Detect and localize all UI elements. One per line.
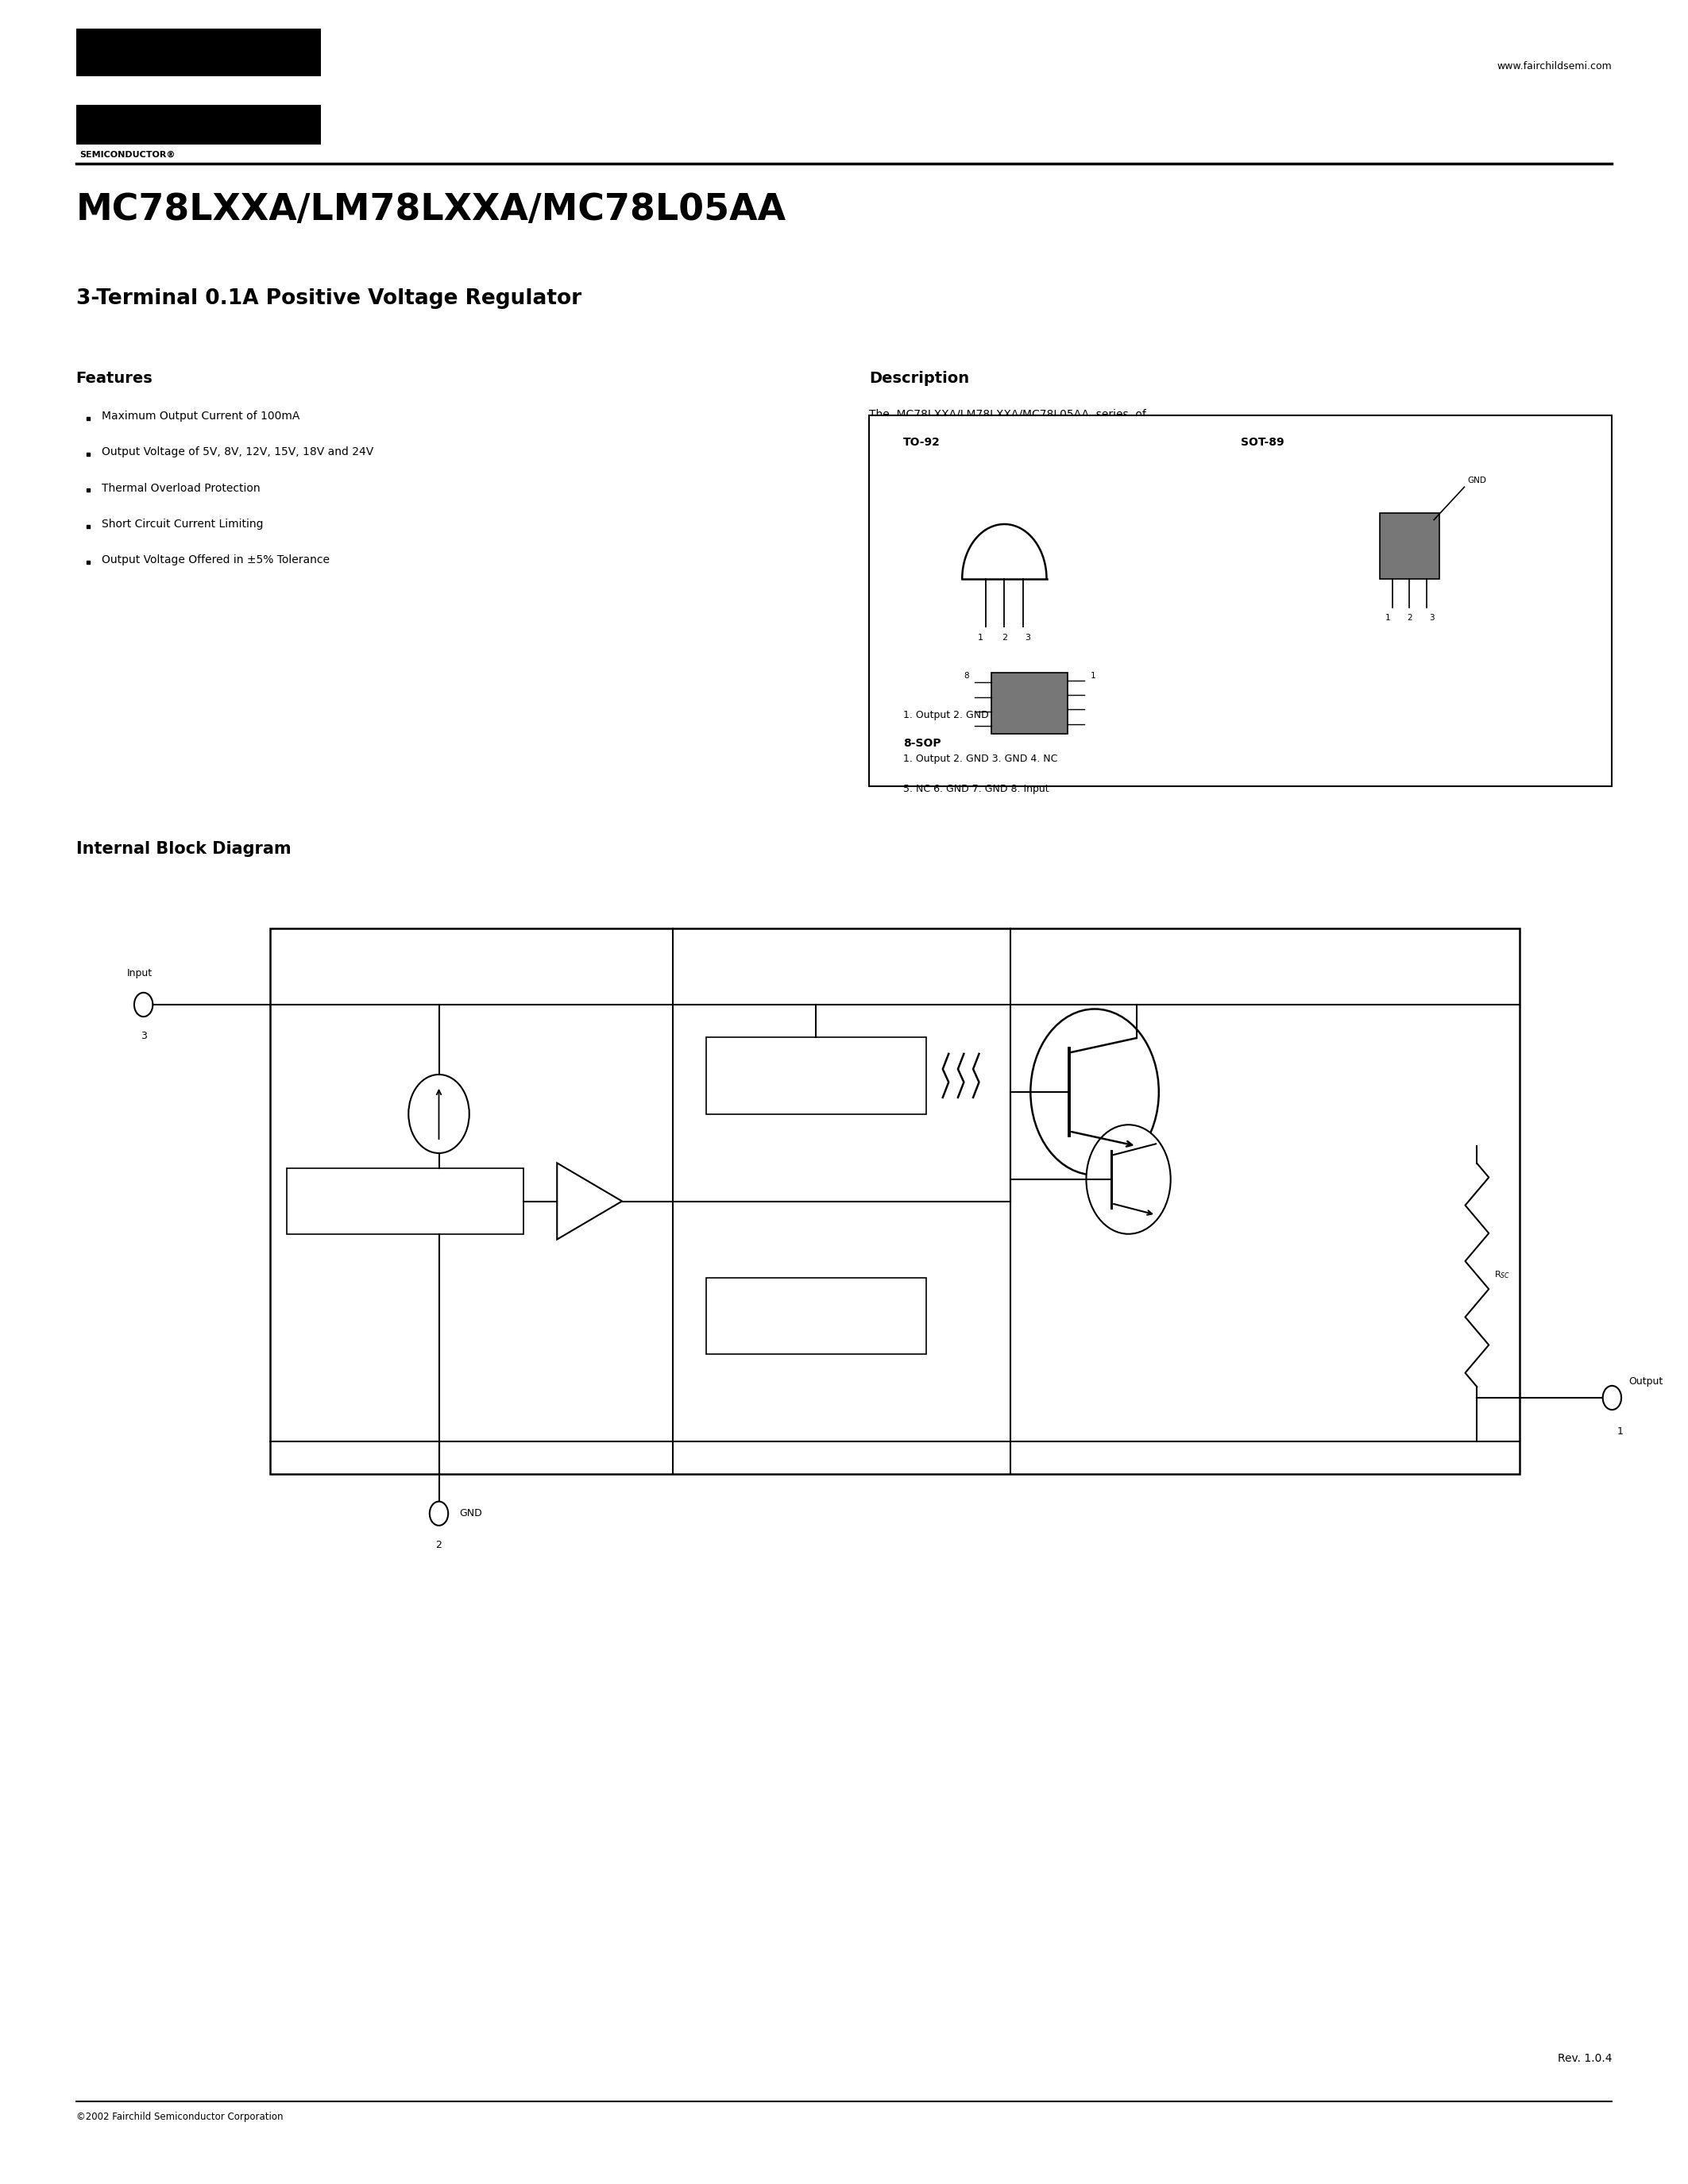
Circle shape: [408, 1075, 469, 1153]
Text: SEMICONDUCTOR®: SEMICONDUCTOR®: [79, 151, 176, 159]
Bar: [270, 928, 1519, 1474]
Text: fixed voltage monolithic integrated  circuit voltage: fixed voltage monolithic integrated circ…: [869, 441, 1150, 454]
Text: −: −: [560, 1206, 571, 1219]
Text: +: +: [560, 1179, 571, 1192]
Text: 3: 3: [1025, 633, 1031, 642]
Text: 2: 2: [436, 1540, 442, 1551]
Text: 1: 1: [1617, 1426, 1624, 1437]
Text: CIRCUIT: CIRCUIT: [800, 1083, 832, 1090]
Text: Rev. 1.0.4: Rev. 1.0.4: [1558, 2053, 1612, 2064]
Text: 2: 2: [1406, 614, 1413, 622]
Text: 3: 3: [140, 1031, 147, 1042]
Text: Internal Block Diagram: Internal Block Diagram: [76, 841, 290, 856]
Polygon shape: [557, 1162, 621, 1241]
Text: ©2002 Fairchild Semiconductor Corporation: ©2002 Fairchild Semiconductor Corporatio…: [76, 2112, 284, 2123]
Text: current up to 100mA.: current up to 100mA.: [869, 511, 987, 522]
Bar: [993, 673, 1069, 734]
Text: MC78LXXA/LM78LXXA/MC78L05AA: MC78LXXA/LM78LXXA/MC78L05AA: [76, 192, 787, 227]
Text: I: I: [457, 1107, 461, 1116]
Circle shape: [1604, 1387, 1620, 1411]
Text: 8: 8: [964, 673, 969, 679]
Text: The  MC78LXXA/LM78LXXA/MC78L05AA  series  of: The MC78LXXA/LM78LXXA/MC78L05AA series o…: [869, 408, 1146, 419]
Bar: [707, 1278, 925, 1354]
Text: PROTECTION: PROTECTION: [790, 1324, 842, 1330]
Text: Thermal Overload Protection: Thermal Overload Protection: [101, 483, 260, 494]
Text: GND: GND: [459, 1509, 483, 1518]
Text: 1: 1: [977, 633, 984, 642]
Text: TO-92: TO-92: [903, 437, 940, 448]
Text: 1: 1: [1090, 673, 1096, 679]
Bar: [707, 1037, 925, 1114]
Text: SHORT CIRCUIT: SHORT CIRCUIT: [785, 1302, 847, 1308]
Text: Output Voltage of 5V, 8V, 12V, 15V, 18V and 24V: Output Voltage of 5V, 8V, 12V, 15V, 18V …: [101, 448, 373, 459]
Text: Input: Input: [127, 968, 152, 978]
Text: www.fairchildsemi.com: www.fairchildsemi.com: [1497, 61, 1612, 72]
Text: Output: Output: [1629, 1376, 1663, 1387]
Bar: [869, 415, 1612, 786]
Text: Output Voltage Offered in ±5% Tolerance: Output Voltage Offered in ±5% Tolerance: [101, 555, 329, 566]
Text: 2: 2: [1001, 633, 1008, 642]
Bar: [287, 1168, 523, 1234]
Text: 3-Terminal 0.1A Positive Voltage Regulator: 3-Terminal 0.1A Positive Voltage Regulat…: [76, 288, 581, 308]
Text: 8-SOP: 8-SOP: [903, 738, 940, 749]
Text: SOT-89: SOT-89: [1241, 437, 1285, 448]
Circle shape: [135, 992, 152, 1018]
Text: Short Circuit Current Limiting: Short Circuit Current Limiting: [101, 520, 263, 531]
Text: Maximum Output Current of 100mA: Maximum Output Current of 100mA: [101, 411, 299, 422]
Text: Description: Description: [869, 371, 969, 387]
Circle shape: [1030, 1009, 1158, 1175]
Bar: [1381, 513, 1438, 579]
Text: R$_{SC}$: R$_{SC}$: [1494, 1269, 1509, 1280]
Text: 1: 1: [1384, 614, 1391, 622]
Text: FAIRCHILD: FAIRCHILD: [81, 109, 211, 131]
Text: THERMAL SHUTDOWN: THERMAL SHUTDOWN: [771, 1061, 861, 1068]
Bar: [76, 105, 321, 144]
Text: 1. Output 2. GND 3. GND 4. NC: 1. Output 2. GND 3. GND 4. NC: [903, 753, 1057, 764]
Circle shape: [1087, 1125, 1170, 1234]
Text: GND: GND: [1469, 476, 1487, 485]
Text: 5. NC 6. GND 7. GND 8. Input: 5. NC 6. GND 7. GND 8. Input: [903, 784, 1048, 795]
Text: regulators are suitable for application that required supply: regulators are suitable for application …: [869, 476, 1193, 487]
Text: 3: 3: [1428, 614, 1435, 622]
Circle shape: [429, 1503, 449, 1524]
Bar: [76, 28, 321, 76]
Text: Features: Features: [76, 371, 154, 387]
Text: REFERENCE VOLTAGE: REFERENCE VOLTAGE: [360, 1197, 451, 1206]
Text: 1. Output 2. GND 3. Input: 1. Output 2. GND 3. Input: [903, 710, 1030, 721]
